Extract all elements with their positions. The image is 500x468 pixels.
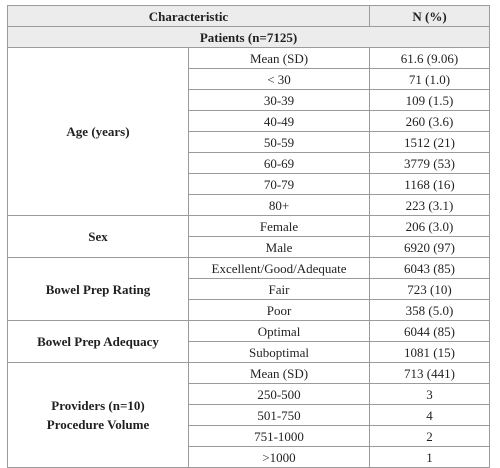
table-row: Sex Female 206 (3.0) [7,215,491,258]
table-subheader-row: Patients (n=7125) [6,26,491,48]
table-row: Bowel Prep Adequacy Optimal 6044 (85) [7,320,491,363]
category-cell: 501-750 [187,404,371,426]
category-cell: 30-39 [187,89,371,111]
value-cell: 3779 (53) [369,152,491,174]
group-label: Sex [7,215,189,258]
category-cell: 70-79 [187,173,371,195]
table-row: Age (years) Mean (SD) 61.6 (9.06) [7,47,491,216]
table-row: 60-69 3779 (53) [8,152,491,174]
value-cell: 61.6 (9.06) [369,47,491,69]
value-cell: 6043 (85) [369,257,491,279]
category-cell: 40-49 [187,110,371,132]
group-label: Age (years) [7,47,189,216]
value-cell: 723 (10) [369,278,491,300]
value-cell: 6044 (85) [369,320,491,342]
category-cell: 250-500 [187,383,371,405]
category-cell: >1000 [187,446,371,468]
value-cell: 109 (1.5) [369,89,491,111]
table-row: 80+ 223 (3.1) [8,194,491,216]
table-row: Poor 358 (5.0) [8,299,491,321]
table-row: 40-49 260 (3.6) [8,110,491,132]
group-label: Providers (n=10) Procedure Volume [7,362,189,468]
n-pct-header: N (%) [369,5,491,27]
value-cell: 223 (3.1) [369,194,491,216]
characteristic-header: Characteristic [6,5,371,27]
value-cell: 713 (441) [369,362,491,384]
value-cell: 1 [369,446,491,468]
value-cell: 358 (5.0) [369,299,491,321]
value-cell: 2 [369,425,491,447]
category-cell: Mean (SD) [187,362,371,384]
value-cell: 71 (1.0) [369,68,491,90]
category-cell: 751-1000 [187,425,371,447]
category-cell: Suboptimal [187,341,371,363]
patients-subheader: Patients (n=7125) [6,26,491,48]
patient-characteristics-table: Characteristic N (%) Patients (n=7125) A… [6,5,491,468]
table-row: Male 6920 (97) [8,236,491,258]
group-label: Bowel Prep Adequacy [7,320,189,363]
group-label: Bowel Prep Rating [7,257,189,321]
table-row: Suboptimal 1081 (15) [8,341,491,363]
table-header-row: Characteristic N (%) [6,5,491,27]
category-cell: 60-69 [187,152,371,174]
category-cell: 50-59 [187,131,371,153]
category-cell: < 30 [187,68,371,90]
value-cell: 6920 (97) [369,236,491,258]
value-cell: 4 [369,404,491,426]
value-cell: 1168 (16) [369,173,491,195]
category-cell: Excellent/Good/Adequate [187,257,371,279]
category-cell: Optimal [187,320,371,342]
category-cell: Fair [187,278,371,300]
value-cell: 1512 (21) [369,131,491,153]
value-cell: 3 [369,383,491,405]
category-cell: Poor [187,299,371,321]
table-row: Fair 723 (10) [8,278,491,300]
value-cell: 1081 (15) [369,341,491,363]
category-cell: Male [187,236,371,258]
table-row: 501-750 4 [8,404,491,426]
category-cell: Mean (SD) [187,47,371,69]
value-cell: 206 (3.0) [369,215,491,237]
category-cell: 80+ [187,194,371,216]
category-cell: Female [187,215,371,237]
table-row: Providers (n=10) Procedure Volume Mean (SD… [7,362,491,468]
table-row: Bowel Prep Rating Excellent/Good/Adequate… [7,257,491,321]
value-cell: 260 (3.6) [369,110,491,132]
